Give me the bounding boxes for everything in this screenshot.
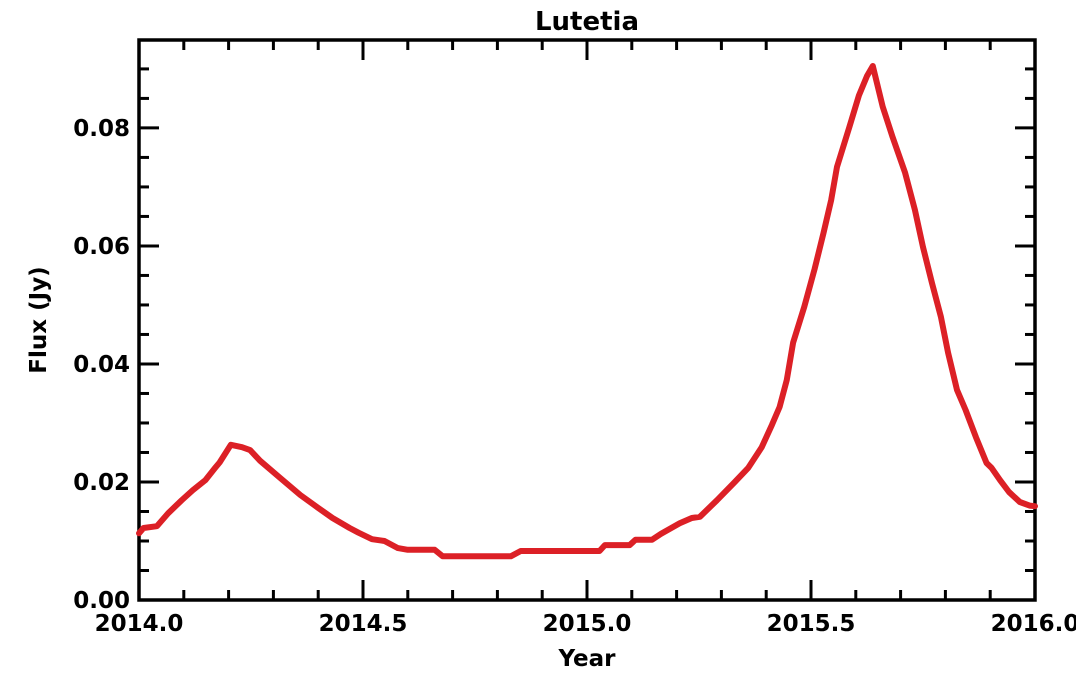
y-tick-label: 0.08 [73,116,130,142]
y-tick-label: 0.04 [73,352,130,378]
x-tick-label: 2014.5 [319,611,408,637]
chart-title: Lutetia [535,7,639,37]
flux-curve [136,63,1038,560]
y-tick-labels: 0.00 0.02 0.04 0.06 0.08 [73,116,130,614]
major-ticks [137,40,1037,602]
x-tick-label: 2015.0 [543,611,632,637]
x-tick-label: 2014.0 [95,611,184,637]
plot-frame [137,38,1037,602]
y-tick-label: 0.06 [73,234,130,260]
minor-ticks [139,40,1035,600]
x-axis-label: Year [557,646,616,672]
y-axis-label: Flux (Jy) [26,266,52,373]
x-tick-label: 2015.5 [767,611,856,637]
y-tick-label: 0.02 [73,470,130,496]
x-tick-labels: 2014.0 2014.5 2015.0 2015.5 2016.0 [95,611,1076,637]
y-tick-label: 0.00 [73,588,130,614]
x-tick-label: 2016.0 [991,611,1076,637]
